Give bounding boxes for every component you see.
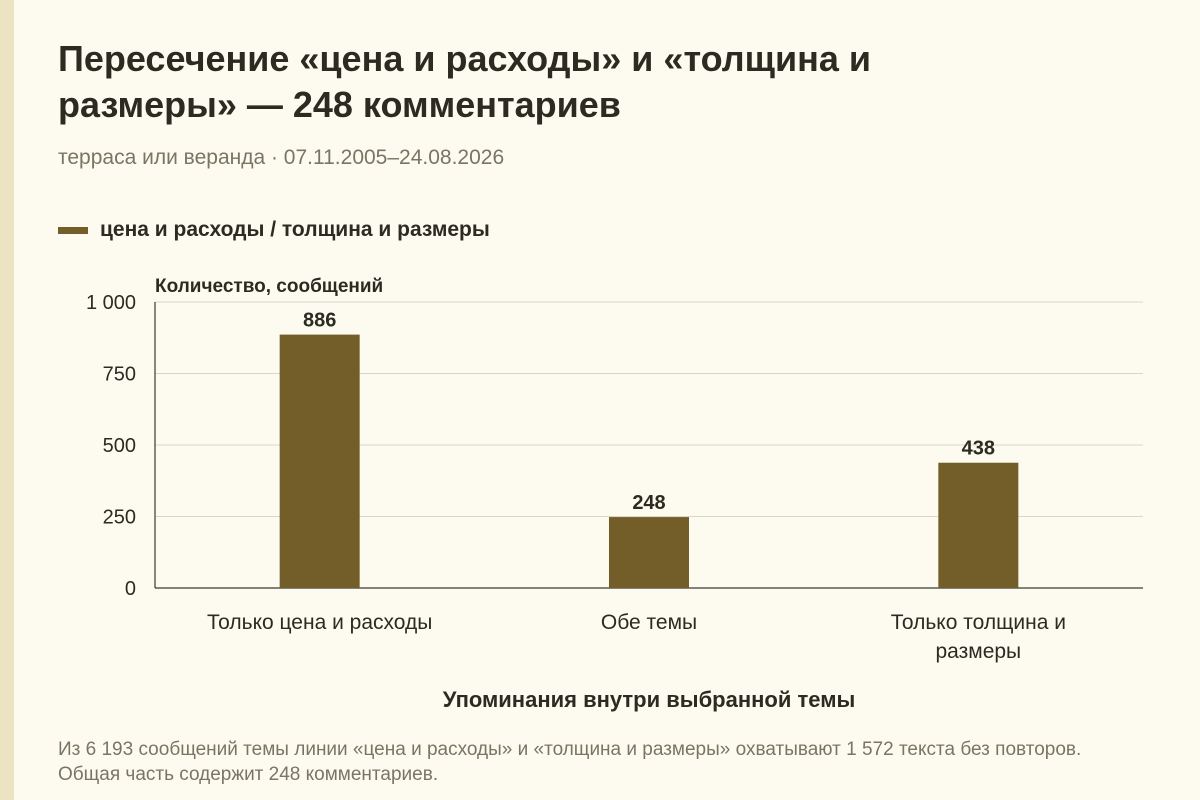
chart-title: Пересечение «цена и расходы» и «толщина … <box>58 38 871 125</box>
bar-chart: 0 250 500 750 1 000 Количество, сообщений 886 Т… <box>86 276 1143 712</box>
x-axis-label: Упоминания внутри выбранной темы <box>443 687 856 712</box>
data-label: 438 <box>962 438 995 460</box>
left-accent-stripe <box>0 0 14 800</box>
chart-footnote: Из 6 193 сообщений темы линии «цена и ра… <box>58 739 1082 785</box>
chart-subtitle: терраса или веранда · 07.11.2005–24.08.2… <box>58 146 505 169</box>
y-tick-label: 1 000 <box>86 292 136 314</box>
y-axis-label: Количество, сообщений <box>155 276 383 297</box>
x-tick-label: Обе темы <box>601 611 697 634</box>
bar <box>279 334 360 588</box>
y-tick-label: 750 <box>103 364 136 386</box>
legend: цена и расходы / толщина и размеры <box>58 218 490 242</box>
data-label: 248 <box>632 492 665 514</box>
legend-swatch <box>58 226 88 234</box>
legend-label: цена и расходы / толщина и размеры <box>100 218 490 241</box>
y-tick-label: 0 <box>125 578 136 600</box>
bar <box>609 517 689 588</box>
data-label: 886 <box>303 310 336 332</box>
y-tick-label: 250 <box>103 507 136 529</box>
y-tick-label: 500 <box>103 435 136 457</box>
x-tick-label: размеры <box>936 640 1022 663</box>
x-tick-label: Только цена и расходы <box>207 611 432 634</box>
x-tick-label: Только толщина и <box>891 611 1066 634</box>
bar <box>938 462 1019 588</box>
